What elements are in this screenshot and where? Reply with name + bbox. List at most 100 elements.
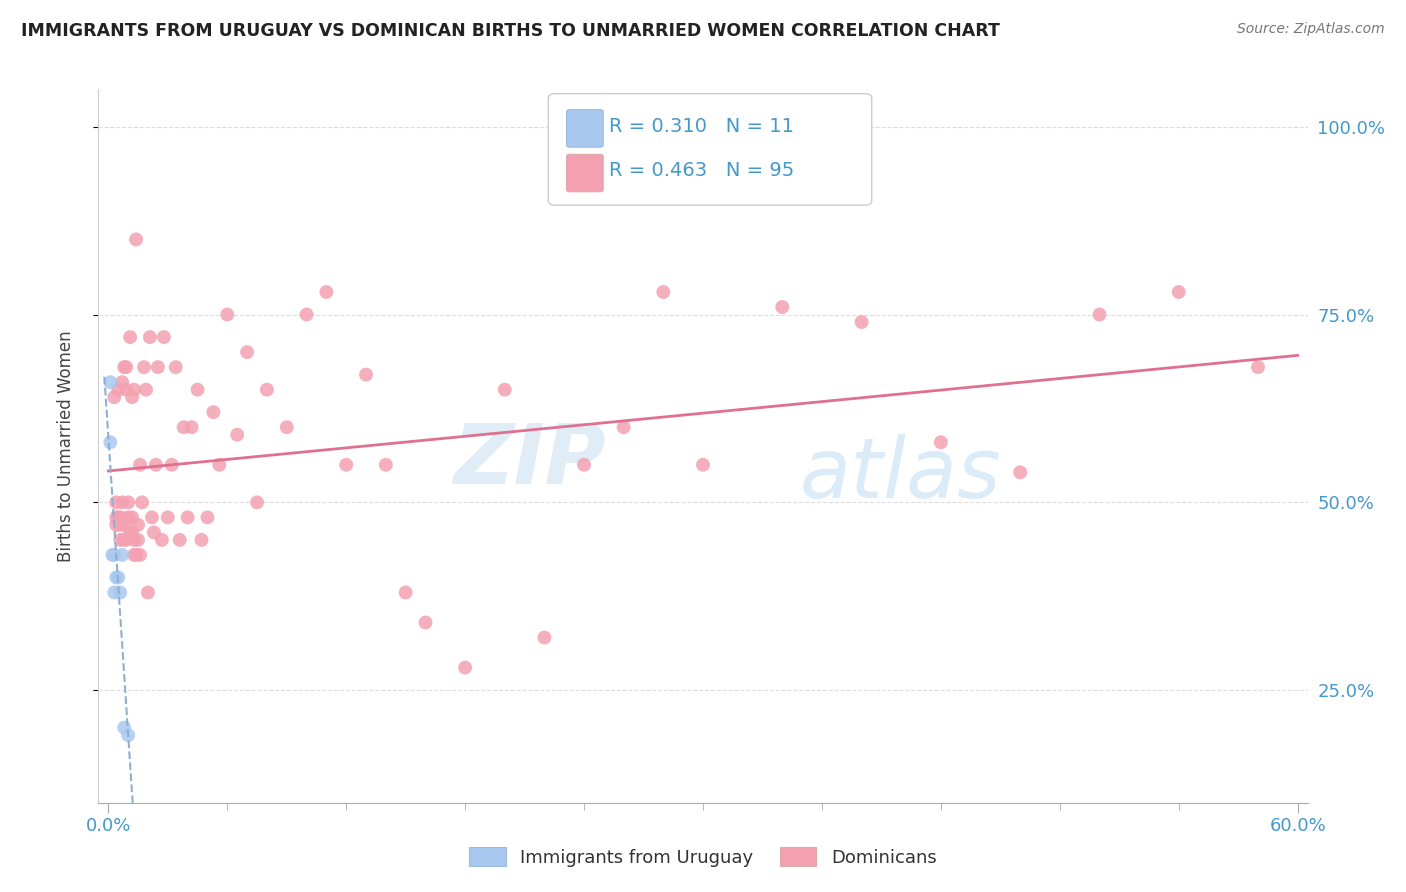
- Point: [226, 427, 249, 442]
- Point: [101, 548, 124, 562]
- Point: [153, 330, 176, 344]
- Point: [122, 548, 145, 562]
- Point: [105, 495, 128, 509]
- Point: [129, 458, 152, 472]
- Y-axis label: Births to Unmarried Women: Births to Unmarried Women: [56, 330, 75, 562]
- Point: [454, 660, 477, 674]
- Point: [110, 585, 132, 599]
- Point: [315, 285, 337, 299]
- Point: [186, 383, 208, 397]
- Point: [145, 458, 167, 472]
- Text: R = 0.463   N = 95: R = 0.463 N = 95: [609, 161, 794, 180]
- Point: [125, 232, 148, 246]
- Text: IMMIGRANTS FROM URUGUAY VS DOMINICAN BIRTHS TO UNMARRIED WOMEN CORRELATION CHART: IMMIGRANTS FROM URUGUAY VS DOMINICAN BIR…: [21, 22, 1000, 40]
- Point: [202, 405, 225, 419]
- Text: atlas: atlas: [800, 434, 1001, 515]
- Point: [122, 383, 145, 397]
- Point: [236, 345, 259, 359]
- Text: R = 0.310   N = 11: R = 0.310 N = 11: [609, 117, 794, 136]
- Point: [98, 375, 121, 389]
- Point: [572, 458, 595, 472]
- Point: [107, 510, 129, 524]
- Point: [415, 615, 437, 630]
- Point: [1167, 285, 1189, 299]
- Point: [115, 360, 138, 375]
- Point: [115, 533, 138, 547]
- Point: [112, 517, 135, 532]
- Text: Source: ZipAtlas.com: Source: ZipAtlas.com: [1237, 22, 1385, 37]
- Point: [374, 458, 396, 472]
- Point: [1088, 308, 1111, 322]
- Point: [135, 383, 157, 397]
- Point: [141, 510, 163, 524]
- Point: [652, 285, 675, 299]
- Point: [156, 510, 179, 524]
- Point: [256, 383, 278, 397]
- Point: [111, 375, 134, 389]
- Point: [112, 360, 135, 375]
- Point: [1247, 360, 1270, 375]
- Point: [110, 517, 132, 532]
- Point: [105, 570, 128, 584]
- Point: [121, 510, 143, 524]
- Point: [354, 368, 377, 382]
- Point: [851, 315, 873, 329]
- Point: [295, 308, 318, 322]
- Point: [173, 420, 195, 434]
- Point: [125, 548, 148, 562]
- Point: [121, 525, 143, 540]
- Point: [335, 458, 357, 472]
- Point: [112, 533, 135, 547]
- Point: [115, 383, 138, 397]
- Point: [105, 510, 128, 524]
- Point: [105, 517, 128, 532]
- Point: [110, 533, 132, 547]
- Point: [127, 517, 149, 532]
- Text: ZIP: ZIP: [454, 420, 606, 500]
- Point: [121, 390, 143, 404]
- Point: [103, 585, 125, 599]
- Point: [136, 585, 159, 599]
- Point: [107, 570, 129, 584]
- Point: [103, 390, 125, 404]
- Point: [165, 360, 187, 375]
- Point: [1010, 465, 1032, 479]
- Point: [129, 548, 152, 562]
- Point: [180, 420, 202, 434]
- Point: [111, 548, 134, 562]
- Point: [127, 533, 149, 547]
- Point: [770, 300, 793, 314]
- Point: [169, 533, 191, 547]
- Point: [197, 510, 219, 524]
- Point: [533, 631, 555, 645]
- Point: [190, 533, 212, 547]
- Point: [160, 458, 183, 472]
- Point: [692, 458, 714, 472]
- Point: [217, 308, 239, 322]
- Point: [132, 360, 155, 375]
- Point: [111, 495, 134, 509]
- Point: [107, 383, 129, 397]
- Point: [98, 435, 121, 450]
- Point: [246, 495, 269, 509]
- Point: [120, 330, 142, 344]
- Point: [117, 728, 139, 742]
- Point: [613, 420, 636, 434]
- Legend: Immigrants from Uruguay, Dominicans: Immigrants from Uruguay, Dominicans: [460, 838, 946, 876]
- Point: [494, 383, 516, 397]
- Point: [131, 495, 153, 509]
- Point: [122, 533, 145, 547]
- Point: [110, 510, 132, 524]
- Point: [146, 360, 169, 375]
- Point: [208, 458, 231, 472]
- Point: [176, 510, 198, 524]
- Point: [103, 548, 125, 562]
- Point: [120, 525, 142, 540]
- Point: [117, 510, 139, 524]
- Point: [929, 435, 952, 450]
- Point: [112, 721, 135, 735]
- Point: [139, 330, 162, 344]
- Point: [142, 525, 165, 540]
- Point: [117, 495, 139, 509]
- Point: [395, 585, 418, 599]
